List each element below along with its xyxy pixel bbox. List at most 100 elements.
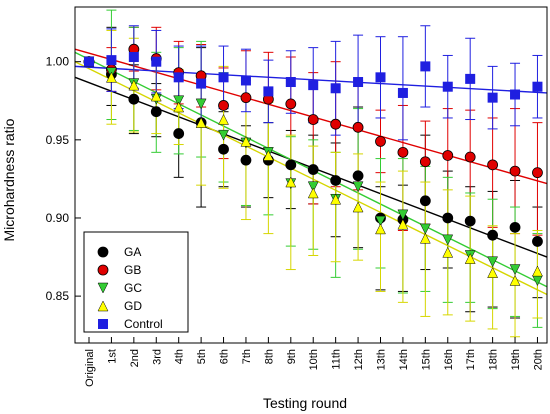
legend-label-ga: GA	[124, 245, 141, 259]
data-point-gb	[375, 135, 386, 147]
data-point-gb	[240, 92, 252, 104]
data-point-gb	[307, 114, 319, 125]
data-point-gb	[352, 121, 364, 133]
x-tick-label: 18th	[488, 349, 500, 370]
data-point-ga	[509, 221, 521, 233]
x-tick-label: 17th	[465, 349, 477, 370]
data-point-control	[465, 73, 476, 84]
data-point-control	[84, 56, 94, 67]
legend-label-gd: GD	[124, 299, 142, 313]
data-point-gb	[532, 167, 543, 179]
y-tick-label: 0.95	[46, 133, 70, 147]
legend: GA GB GC GD Control	[83, 231, 189, 333]
data-point-control	[151, 56, 162, 67]
data-point-control	[442, 81, 453, 92]
data-point-control	[308, 80, 319, 91]
x-tick-label: 9th	[286, 349, 298, 364]
x-tick-label: 4th	[174, 349, 186, 364]
data-point-control	[173, 72, 184, 83]
data-point-gd	[128, 79, 140, 91]
data-point-ga	[532, 236, 543, 247]
data-point-gd	[464, 253, 476, 264]
data-point-gd	[375, 223, 386, 235]
data-point-ga	[307, 164, 319, 175]
data-point-gb	[218, 100, 229, 111]
y-tick-label: 0.90	[46, 211, 70, 225]
data-point-gb	[509, 165, 521, 177]
data-point-gd	[195, 117, 207, 128]
data-point-ga	[150, 106, 162, 118]
x-tick-label: 13th	[375, 349, 387, 370]
x-tick-label: 5th	[196, 349, 208, 364]
data-point-gb	[330, 118, 342, 130]
x-tick-label: 6th	[219, 349, 231, 364]
data-point-control	[196, 78, 207, 89]
data-point-control	[330, 83, 341, 94]
data-point-control	[263, 86, 274, 97]
data-point-gd	[262, 149, 274, 161]
data-point-gd	[330, 193, 342, 205]
x-tick-label: 10th	[308, 349, 320, 370]
x-tick-label: 11th	[331, 349, 343, 370]
x-tick-label: 8th	[263, 349, 275, 364]
data-point-control	[240, 75, 251, 86]
data-point-gd	[106, 71, 117, 83]
data-point-control	[353, 77, 364, 88]
x-tick-label: Original	[84, 349, 96, 387]
data-point-gd	[419, 232, 431, 244]
data-point-gd	[285, 176, 297, 188]
data-point-gb	[285, 98, 297, 110]
data-point-gb	[487, 159, 499, 171]
data-point-gb	[397, 146, 409, 158]
data-point-gd	[218, 113, 229, 125]
data-point-control	[397, 87, 408, 98]
data-markers	[83, 43, 543, 287]
data-point-gd	[487, 267, 499, 278]
data-point-gc	[397, 209, 409, 221]
x-tick-label: 3rd	[151, 349, 163, 365]
data-point-gd	[532, 265, 543, 277]
data-point-control	[487, 92, 498, 103]
x-tick-label: 14th	[398, 349, 410, 370]
data-point-gc	[509, 264, 521, 276]
data-point-gb	[464, 151, 476, 163]
data-point-gb	[442, 150, 454, 161]
data-point-ga	[240, 154, 252, 166]
data-point-gc	[487, 256, 499, 268]
data-point-ga	[352, 170, 364, 182]
x-tick-label: 7th	[241, 349, 253, 364]
y-tick-label: 1.00	[46, 55, 70, 69]
data-point-gc	[195, 98, 207, 110]
data-point-ga	[218, 143, 229, 155]
data-point-control	[218, 72, 229, 83]
legend-label-gb: GB	[124, 263, 141, 277]
x-axis-label: Testing round	[263, 395, 347, 411]
data-point-ga	[285, 159, 297, 171]
data-point-gd	[442, 246, 454, 258]
data-point-gd	[352, 201, 364, 213]
legend-label-gc: GC	[124, 281, 142, 295]
data-point-gd	[509, 274, 521, 286]
data-point-ga	[464, 215, 476, 227]
data-point-ga	[419, 195, 431, 207]
data-point-control	[285, 77, 296, 88]
data-point-gc	[307, 181, 319, 193]
data-point-control	[375, 72, 386, 83]
data-point-gb	[419, 156, 431, 168]
data-point-gc	[442, 234, 454, 246]
data-point-gd	[240, 135, 252, 147]
data-point-gc	[419, 223, 431, 235]
data-point-control	[106, 55, 117, 66]
data-point-gc	[375, 215, 386, 227]
data-point-control	[420, 61, 431, 72]
axes: 0.85 0.90 0.95 1.00 Original 1st 2nd 3rd 4th 5th 6…	[46, 6, 548, 387]
data-point-control	[532, 81, 543, 92]
x-tick-label: 19th	[510, 349, 522, 370]
data-point-gd	[173, 101, 185, 113]
x-tick-label: 20th	[532, 349, 544, 370]
trend-line-control	[74, 65, 548, 94]
y-axis-label: Microhardness ratio	[1, 118, 17, 241]
plot-frame	[74, 6, 548, 344]
data-point-ga	[173, 128, 185, 139]
